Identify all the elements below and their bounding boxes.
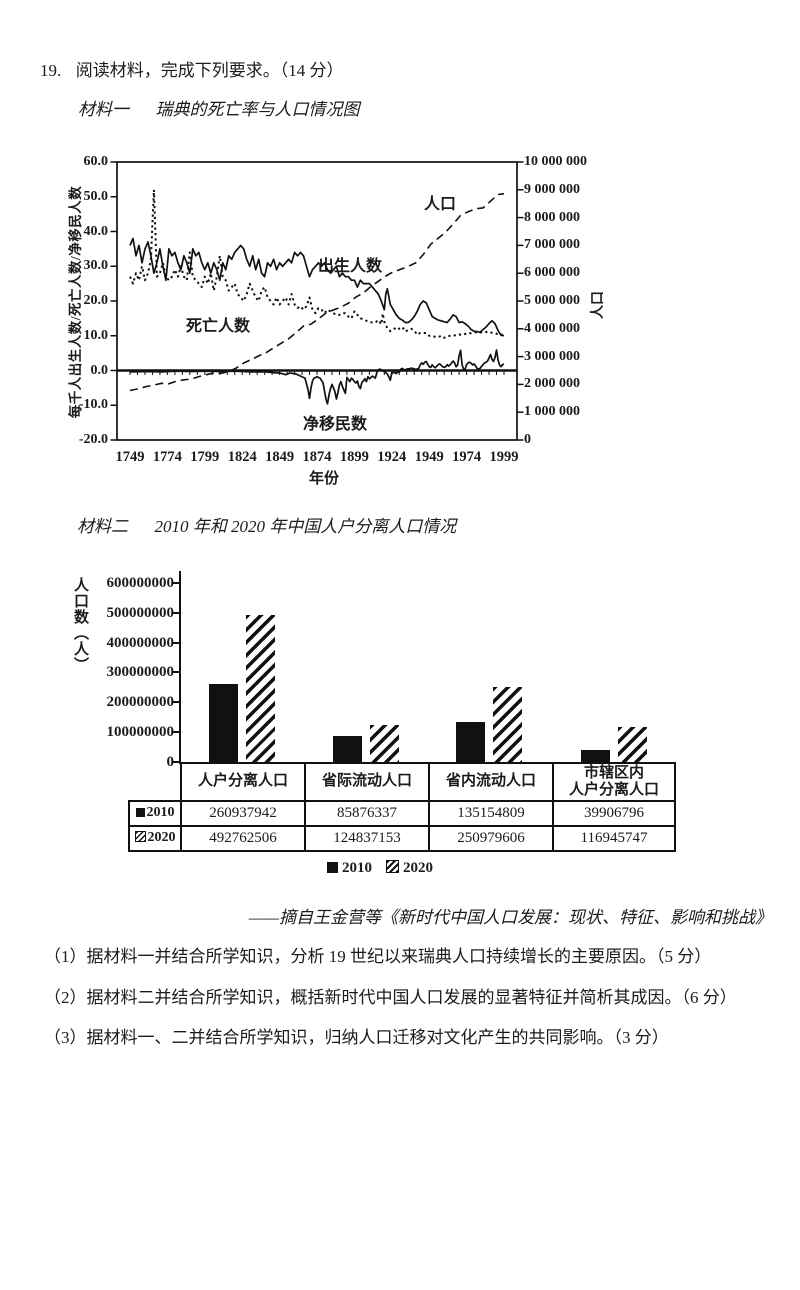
chart2-y-tick-label: 400000000 xyxy=(106,634,175,651)
line-plot xyxy=(110,161,524,441)
chart1-y-left-tick-label: 60.0 xyxy=(83,154,109,169)
attribution: ——摘自王金营等《新时代中国人口发展：现状、特征、影响和挑战》 xyxy=(248,908,772,927)
table-cell: 492762506 xyxy=(180,825,306,852)
material1-title: 瑞典的死亡率与人口情况图 xyxy=(155,100,360,119)
chart1-y-left-tick-label: -10.0 xyxy=(78,397,108,413)
chart1-x-tick-label: 1849 xyxy=(265,449,295,465)
chart1-x-tick-label: 1774 xyxy=(152,449,182,465)
table-cell: 85876337 xyxy=(304,800,430,827)
question-intro: 阅读材料，完成下列要求。（14 分） xyxy=(75,61,344,80)
chart1-x-tick-label: 1874 xyxy=(302,449,332,465)
chart2-y-tick xyxy=(172,671,180,674)
table-header-cell: 省内流动人口 xyxy=(428,762,554,802)
table-cell: 116945747 xyxy=(552,825,676,852)
chart2-y-tick-label: 0 xyxy=(166,753,175,770)
chart2-y-axis-label: 人口数（人） xyxy=(72,577,88,673)
table-header-cell: 人户分离人口 xyxy=(180,762,306,802)
chart2-y-tick-label: 200000000 xyxy=(106,694,175,711)
solid-square-icon xyxy=(135,808,145,818)
chart1-x-tick-label: 1899 xyxy=(339,449,369,465)
chart1-y-right-tick-label: 1 000 000 xyxy=(524,404,580,420)
chart2-y-axis-line xyxy=(179,571,181,764)
chart1-y-right-tick-label: 7 000 000 xyxy=(524,237,580,253)
chart1-y-right-tick-label: 0 xyxy=(524,432,531,447)
bar-2010-2 xyxy=(456,721,485,762)
chart1-y-left-tick-label: 30.0 xyxy=(83,258,109,274)
material1-heading: 材料一 瑞典的死亡率与人口情况图 xyxy=(78,99,360,121)
solid-square-icon xyxy=(327,862,338,873)
legend-item-2020: 2020 xyxy=(386,860,433,877)
material2-title: 2010 年和 2020 年中国人户分离人口情况 xyxy=(154,517,457,536)
chart1-y-right-tick-label: 10 000 000 xyxy=(524,154,587,169)
table-cell: 250979606 xyxy=(428,825,554,852)
chart1-x-tick-label: 1799 xyxy=(190,449,220,465)
chart1-y-right-tick-label: 6 000 000 xyxy=(524,265,580,281)
bar-2010-0 xyxy=(209,684,238,762)
bar-2010-3 xyxy=(580,750,610,762)
chart1-y-left-tick-label: 50.0 xyxy=(83,188,109,204)
chart1-y-left-tick-label: 0.0 xyxy=(90,362,109,378)
chart1-y-right-tick-label: 5 000 000 xyxy=(524,293,580,308)
table-row-label: 2020 xyxy=(128,825,182,852)
chart1-x-tick-label: 1999 xyxy=(489,449,519,465)
question-item-1: （1）据材料一并结合所学知识，分析 19 世纪以来瑞典人口持续增长的主要原因。（… xyxy=(44,947,712,966)
series-label-人口: 人口 xyxy=(424,196,457,213)
question-heading: 19. 阅读材料，完成下列要求。（14 分） xyxy=(40,60,344,82)
bar-2020-1 xyxy=(369,724,399,762)
chart1-x-axis-label: 年份 xyxy=(308,471,339,487)
chart2-y-tick xyxy=(172,760,180,763)
chart1-x-tick-label: 1824 xyxy=(227,449,257,465)
table-header-cell: 市辖区内 人户分离人口 xyxy=(552,762,676,802)
chart1-y-left-tick-label: 20.0 xyxy=(83,293,109,308)
series-label-死亡人数: 死亡人数 xyxy=(186,318,251,335)
chart1-x-tick-label: 1924 xyxy=(377,449,407,465)
chart1-y-right-tick-label: 2 000 000 xyxy=(524,376,580,392)
bar-2010-1 xyxy=(332,736,362,762)
table-cell: 124837153 xyxy=(304,825,430,852)
chart2-y-tick xyxy=(172,611,180,614)
chart2-y-tick xyxy=(172,731,180,734)
table-cell: 135154809 xyxy=(428,800,554,827)
question-item-3: （3）据材料一、二并结合所学知识，归纳人口迁移对文化产生的共同影响。（3 分） xyxy=(44,1028,669,1047)
legend-item-2010: 2010 xyxy=(327,860,372,877)
material1-label: 材料一 xyxy=(78,100,129,119)
chart1-y-right-tick-label: 8 000 000 xyxy=(524,209,580,225)
chart2-y-tick xyxy=(172,701,180,704)
series-label-净移民数: 净移民数 xyxy=(303,416,368,433)
question-number: 19. xyxy=(40,61,62,80)
series-label-出生人数: 出生人数 xyxy=(318,258,383,275)
bar-2020-3 xyxy=(617,727,647,762)
table-cell: 260937942 xyxy=(180,800,306,827)
question-item-2: （2）据材料二并结合所学知识，概括新时代中国人口发展的显著特征并简析其成因。（6… xyxy=(44,988,737,1007)
bar-2020-2 xyxy=(493,687,522,762)
material2-heading: 材料二 2010 年和 2020 年中国人户分离人口情况 xyxy=(77,516,456,538)
bar-2020-0 xyxy=(246,614,275,762)
hatch-square-icon xyxy=(386,860,399,873)
table-header-cell: 省际流动人口 xyxy=(304,762,430,802)
chart1-y-left-tick-label: 40.0 xyxy=(83,223,109,239)
table-row-label: 2010 xyxy=(128,800,182,827)
chart1-y-right-tick-label: 3 000 000 xyxy=(524,348,580,364)
chart1-y-left-tick-label: -20.0 xyxy=(78,432,108,447)
chart-legend: 2010 2020 xyxy=(270,860,490,877)
chart2-y-tick xyxy=(172,582,180,584)
chart1-x-tick-label: 1949 xyxy=(414,449,444,465)
hatch-square-icon xyxy=(134,831,146,843)
table-cell: 39906796 xyxy=(552,800,676,827)
chart1-y-right-tick-label: 4 000 000 xyxy=(524,320,580,336)
chart1-y-right-tick-label: 9 000 000 xyxy=(524,181,580,197)
material2-label: 材料二 xyxy=(77,517,128,536)
chart1-x-tick-label: 1749 xyxy=(115,449,145,465)
chart1-x-tick-label: 1974 xyxy=(452,449,482,465)
chart2-y-tick-label: 600000000 xyxy=(106,575,175,591)
chart2-y-tick-label: 300000000 xyxy=(106,664,175,681)
chart2-y-tick-label: 500000000 xyxy=(106,604,175,621)
chart1-y-left-tick-label: 10.0 xyxy=(83,327,109,343)
chart2-y-tick-label: 100000000 xyxy=(106,724,175,741)
chart2-y-tick xyxy=(172,641,180,644)
